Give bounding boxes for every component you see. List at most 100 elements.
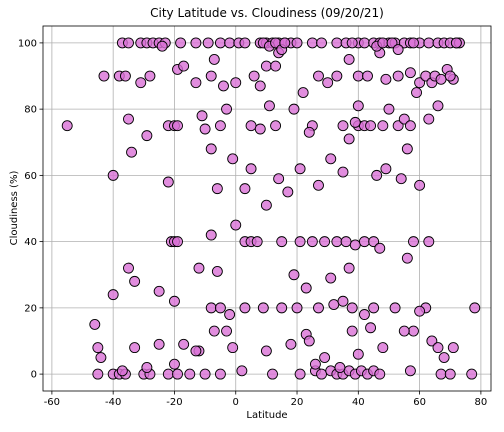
point: [107, 289, 119, 301]
point: [273, 173, 285, 185]
point: [190, 77, 202, 89]
y-tick-label: 60: [24, 171, 37, 182]
point: [358, 37, 370, 49]
point: [334, 362, 346, 373]
point: [205, 143, 217, 155]
point: [343, 133, 355, 145]
point: [435, 73, 447, 85]
point: [319, 352, 331, 363]
point: [178, 60, 190, 72]
point: [230, 219, 242, 231]
y-tick-label: 80: [24, 105, 37, 116]
point: [309, 358, 321, 370]
point: [319, 236, 331, 248]
y-tick-label: 40: [24, 237, 37, 248]
plot-frame: [42, 25, 492, 392]
point: [352, 100, 364, 112]
point: [325, 153, 337, 165]
point: [172, 120, 183, 132]
point: [414, 77, 426, 89]
point: [352, 70, 364, 82]
point: [371, 169, 383, 181]
x-tick-label: 40: [352, 397, 365, 408]
point: [306, 236, 318, 248]
point: [337, 120, 349, 132]
point: [337, 295, 349, 307]
point: [276, 302, 288, 314]
point: [144, 70, 156, 82]
point: [153, 338, 165, 350]
point: [214, 368, 226, 380]
y-axis-label: Cloudiness (%): [9, 171, 20, 246]
x-tick-label: -40: [105, 397, 121, 408]
point: [368, 302, 380, 314]
point: [414, 179, 426, 191]
point: [227, 342, 239, 354]
point: [294, 163, 306, 175]
point: [313, 302, 324, 314]
point: [129, 342, 141, 354]
point: [172, 236, 183, 248]
point: [377, 37, 389, 49]
point: [282, 186, 294, 198]
point: [352, 348, 364, 360]
point: [291, 37, 303, 49]
point: [288, 269, 300, 281]
point: [119, 70, 131, 82]
point: [251, 236, 263, 248]
point: [331, 236, 343, 248]
point: [368, 236, 380, 248]
point: [401, 143, 413, 155]
point: [343, 262, 355, 274]
point: [239, 302, 251, 314]
point: [423, 37, 435, 49]
point: [432, 100, 444, 112]
point: [398, 113, 410, 125]
point: [221, 103, 233, 115]
point: [288, 103, 300, 115]
point: [438, 352, 450, 363]
point: [123, 262, 134, 274]
point: [377, 120, 389, 132]
point: [107, 169, 119, 181]
point: [365, 120, 377, 132]
point: [184, 368, 196, 380]
x-tick-label: 20: [291, 397, 304, 408]
point: [123, 113, 134, 125]
point: [276, 236, 288, 248]
point: [414, 305, 426, 317]
point: [380, 73, 392, 85]
point: [123, 37, 134, 49]
point: [129, 275, 141, 287]
point: [444, 70, 456, 82]
point: [205, 70, 217, 82]
point: [116, 365, 128, 377]
point: [374, 368, 386, 380]
point: [214, 120, 226, 132]
point: [401, 252, 413, 264]
point: [267, 368, 278, 380]
point: [380, 163, 392, 175]
point: [337, 166, 349, 178]
point: [92, 368, 104, 380]
point: [408, 37, 419, 49]
x-tick-label: -20: [166, 397, 182, 408]
point: [257, 302, 269, 314]
point: [153, 285, 165, 297]
point: [196, 110, 208, 122]
chart-title: City Latitude vs. Cloudiness (09/20/21): [150, 6, 384, 20]
point: [230, 77, 242, 89]
point: [92, 342, 104, 354]
point: [199, 368, 211, 380]
point: [300, 282, 312, 294]
point: [358, 236, 370, 248]
point: [426, 335, 438, 347]
point: [236, 365, 248, 377]
point: [432, 342, 444, 354]
point: [248, 70, 260, 82]
point: [169, 358, 180, 370]
point: [61, 120, 73, 132]
point: [294, 368, 306, 380]
point: [447, 342, 459, 354]
